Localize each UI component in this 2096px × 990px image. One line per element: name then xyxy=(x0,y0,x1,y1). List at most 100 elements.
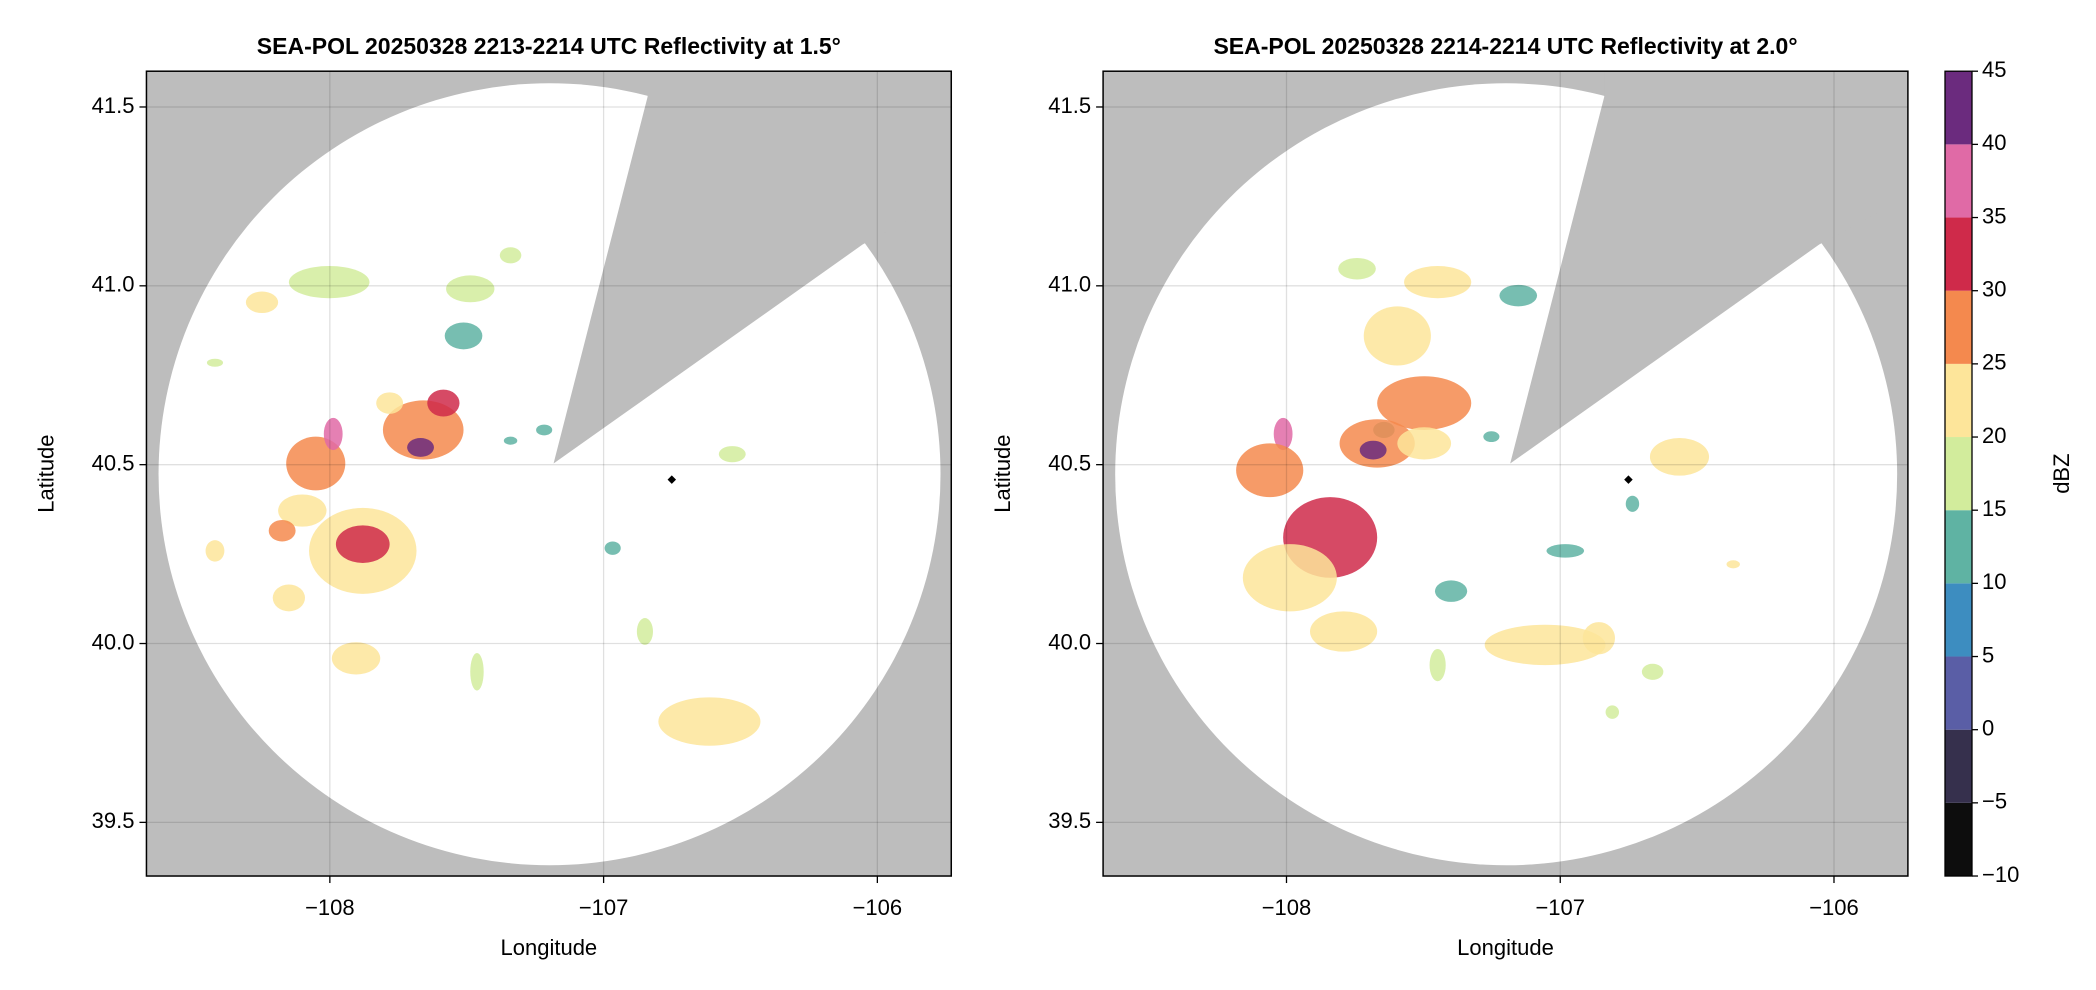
echo xyxy=(444,322,483,350)
colorbar-segment xyxy=(1945,363,1972,438)
colorbar: −10 −5 0 5 10 15 20 25 30 35 40 45 dBZ xyxy=(1944,57,2074,887)
colorbar-frame xyxy=(1944,70,1973,877)
axes-frame xyxy=(1102,70,1909,877)
echo xyxy=(1582,622,1615,655)
colorbar-segment xyxy=(1945,510,1972,584)
colorbar-tick-label: 20 xyxy=(1982,423,2006,448)
echo xyxy=(470,652,484,691)
echo xyxy=(323,417,343,451)
echo xyxy=(1404,266,1472,299)
colorbar-segment xyxy=(1945,802,1972,877)
colorbar-tick-label: 35 xyxy=(1982,203,2006,228)
y-tick-label: 41.0 xyxy=(1048,272,1091,297)
echo xyxy=(331,642,381,675)
echo xyxy=(1338,257,1376,280)
echo xyxy=(278,494,327,527)
y-axis-label: Latitude xyxy=(33,434,58,512)
blocked-sector xyxy=(553,71,952,464)
echo xyxy=(658,697,761,746)
echo xyxy=(1605,705,1620,719)
echo xyxy=(1484,624,1606,666)
blocked-sector xyxy=(1510,71,1908,464)
echo xyxy=(1546,544,1585,558)
y-tick-label: 40.5 xyxy=(92,450,135,475)
x-tick-label: −108 xyxy=(1262,895,1312,920)
y-tick-label: 39.5 xyxy=(92,808,135,833)
echo xyxy=(1397,427,1452,460)
colorbar-segment xyxy=(1945,656,1972,730)
echo xyxy=(245,291,279,314)
colorbar-tick-label: 5 xyxy=(1982,642,1994,667)
echo xyxy=(1363,306,1431,366)
map-panel: −108 −107 −106 39.5 40.0 40.5 41.0 41.5 SEA-POL … xyxy=(33,33,953,960)
colorbar-segment xyxy=(1945,729,1972,803)
echo xyxy=(1641,663,1664,680)
colorbar-tick-label: 40 xyxy=(1982,130,2006,155)
map-panel: −108 −107 −106 39.5 40.0 40.5 41.0 41.5 SEA-POL … xyxy=(990,33,1909,960)
echo xyxy=(1649,438,1710,476)
echo xyxy=(427,389,460,417)
radar-site xyxy=(1624,475,1633,484)
colorbar-tick-label: 30 xyxy=(1982,277,2006,302)
echo xyxy=(1483,431,1500,443)
echo xyxy=(446,275,495,303)
echo xyxy=(205,540,225,562)
echo xyxy=(1273,417,1293,451)
echo xyxy=(1236,443,1304,498)
colorbar-tick-label: −10 xyxy=(1982,862,2019,887)
colorbar-segment xyxy=(1945,290,1972,364)
y-axis-label: Latitude xyxy=(990,434,1015,512)
echo xyxy=(503,436,518,445)
echo xyxy=(288,266,370,299)
echo xyxy=(636,618,653,645)
echo xyxy=(286,436,346,491)
colorbar-tick-label: 45 xyxy=(1982,57,2006,82)
echo xyxy=(1242,544,1337,612)
x-tick-label: −108 xyxy=(305,895,355,920)
echo xyxy=(1625,495,1640,512)
colorbar-segment xyxy=(1945,71,1972,145)
x-tick-label: −107 xyxy=(579,895,629,920)
echo xyxy=(1499,284,1538,307)
echo xyxy=(499,247,522,264)
y-tick-label: 41.0 xyxy=(92,272,135,297)
echo xyxy=(1377,376,1472,430)
map-content xyxy=(146,71,952,877)
x-axis-label: Longitude xyxy=(1457,935,1554,960)
y-tick-label: 40.0 xyxy=(92,629,135,654)
echo xyxy=(536,424,553,436)
colorbar-segment xyxy=(1945,217,1972,291)
colorbar-label: dBZ xyxy=(2049,453,2074,493)
echo xyxy=(1429,648,1446,682)
echo xyxy=(335,525,390,563)
colorbar-segment xyxy=(1945,583,1972,657)
x-tick-label: −106 xyxy=(1809,895,1859,920)
echo xyxy=(1726,560,1740,569)
chart-title: SEA-POL 20250328 2214-2214 UTC Reflectiv… xyxy=(1213,33,1797,59)
axes-frame xyxy=(145,70,953,877)
chart-title: SEA-POL 20250328 2213-2214 UTC Reflectiv… xyxy=(257,33,841,59)
colorbar-tick-label: −5 xyxy=(1982,789,2007,814)
echo xyxy=(604,541,621,555)
echo xyxy=(1359,440,1387,460)
echo xyxy=(718,446,746,463)
colorbar-tick-label: 10 xyxy=(1982,569,2006,594)
echo xyxy=(268,519,296,542)
x-axis-label: Longitude xyxy=(501,935,598,960)
colorbar-tick-label: 25 xyxy=(1982,350,2006,375)
echo xyxy=(272,584,305,612)
colorbar-tick-label: 0 xyxy=(1982,716,1994,741)
y-tick-label: 41.5 xyxy=(92,93,135,118)
y-tick-label: 40.0 xyxy=(1048,629,1091,654)
echo xyxy=(407,438,434,457)
colorbar-segment xyxy=(1945,144,1972,218)
colorbar-tick-label: 15 xyxy=(1982,496,2006,521)
colorbar-segment xyxy=(1945,437,1972,511)
radar-site xyxy=(667,475,677,484)
echo xyxy=(206,358,224,367)
x-tick-label: −107 xyxy=(1535,895,1585,920)
echo xyxy=(1434,580,1468,602)
map-content xyxy=(1103,71,1908,877)
x-tick-label: −106 xyxy=(853,895,903,920)
y-tick-label: 40.5 xyxy=(1048,450,1091,475)
